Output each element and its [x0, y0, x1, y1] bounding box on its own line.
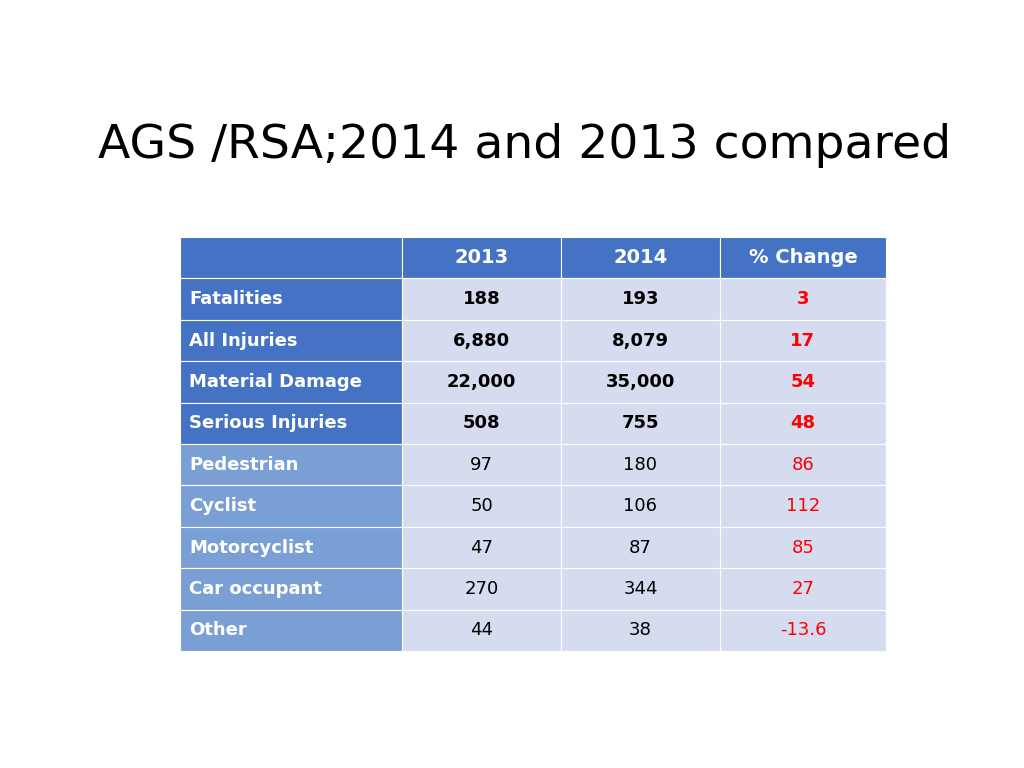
Bar [402, 568, 561, 610]
Text: 106: 106 [624, 497, 657, 515]
Bar [561, 279, 720, 319]
Text: 270: 270 [465, 580, 499, 598]
Bar [561, 402, 720, 444]
Text: 2014: 2014 [613, 248, 668, 267]
Text: 180: 180 [624, 455, 657, 474]
Bar [179, 402, 402, 444]
Bar [179, 361, 402, 402]
Bar [561, 610, 720, 651]
Bar [720, 237, 886, 279]
Bar [720, 527, 886, 568]
Bar [402, 527, 561, 568]
Text: Serious Injuries: Serious Injuries [189, 414, 347, 432]
Bar [179, 279, 402, 319]
Text: Motorcyclist: Motorcyclist [189, 538, 313, 557]
Bar [720, 485, 886, 527]
Bar [720, 319, 886, 361]
Text: 344: 344 [624, 580, 657, 598]
Text: % Change: % Change [749, 248, 857, 267]
Text: Other: Other [189, 621, 247, 639]
Text: 17: 17 [791, 332, 815, 349]
Bar [402, 319, 561, 361]
Bar [561, 527, 720, 568]
Bar [179, 527, 402, 568]
Text: 47: 47 [470, 538, 493, 557]
Bar [561, 444, 720, 485]
Bar [179, 319, 402, 361]
Text: AGS /RSA;2014 and 2013 compared: AGS /RSA;2014 and 2013 compared [98, 123, 951, 168]
Text: 85: 85 [792, 538, 814, 557]
Text: 22,000: 22,000 [446, 373, 516, 391]
Bar [720, 610, 886, 651]
Text: 193: 193 [622, 290, 659, 308]
Bar [720, 402, 886, 444]
Bar [720, 444, 886, 485]
Text: 2013: 2013 [455, 248, 509, 267]
Text: 35,000: 35,000 [606, 373, 675, 391]
Bar [402, 402, 561, 444]
Bar [720, 568, 886, 610]
Bar [179, 568, 402, 610]
Text: 38: 38 [629, 621, 652, 639]
Text: 6,880: 6,880 [453, 332, 510, 349]
Bar [561, 237, 720, 279]
Bar [402, 485, 561, 527]
Bar [402, 610, 561, 651]
Bar [179, 610, 402, 651]
Text: Cyclist: Cyclist [189, 497, 256, 515]
Bar [402, 279, 561, 319]
Bar [179, 485, 402, 527]
Text: 27: 27 [792, 580, 814, 598]
Text: 48: 48 [791, 414, 815, 432]
Text: 86: 86 [792, 455, 814, 474]
Text: 50: 50 [470, 497, 493, 515]
Text: 3: 3 [797, 290, 809, 308]
Text: 188: 188 [463, 290, 501, 308]
Text: 44: 44 [470, 621, 493, 639]
Bar [179, 444, 402, 485]
Text: 508: 508 [463, 414, 501, 432]
Bar [561, 568, 720, 610]
Bar [561, 361, 720, 402]
Text: Material Damage: Material Damage [189, 373, 361, 391]
Bar [402, 444, 561, 485]
Text: 8,079: 8,079 [612, 332, 669, 349]
Bar [561, 319, 720, 361]
Text: 97: 97 [470, 455, 493, 474]
Text: 755: 755 [622, 414, 659, 432]
Bar [402, 361, 561, 402]
Text: Fatalities: Fatalities [189, 290, 283, 308]
Text: 87: 87 [629, 538, 652, 557]
Bar [561, 485, 720, 527]
Bar [402, 237, 561, 279]
Text: Pedestrian: Pedestrian [189, 455, 298, 474]
Text: Car occupant: Car occupant [189, 580, 322, 598]
Bar [720, 279, 886, 319]
Bar [720, 361, 886, 402]
Text: -13.6: -13.6 [779, 621, 826, 639]
Text: 54: 54 [791, 373, 815, 391]
Text: 112: 112 [785, 497, 820, 515]
Text: All Injuries: All Injuries [189, 332, 298, 349]
Bar [179, 237, 402, 279]
